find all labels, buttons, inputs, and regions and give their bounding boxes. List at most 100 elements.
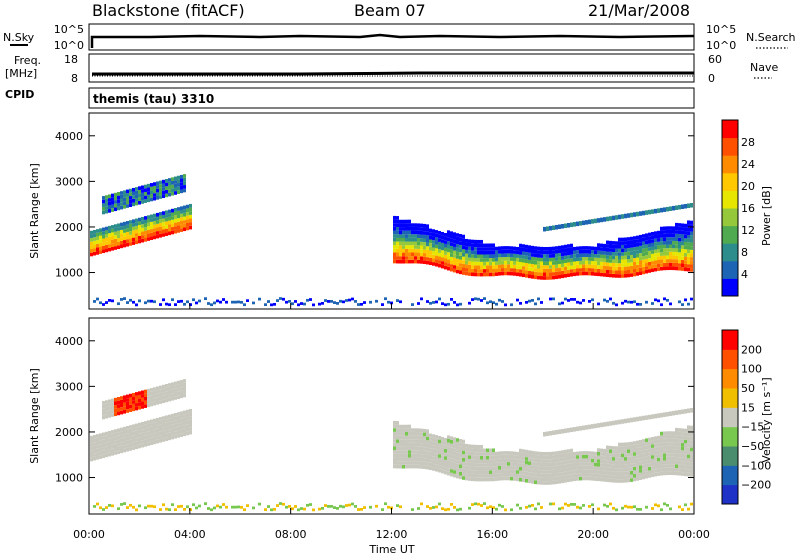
velocity-cell [663,471,666,476]
velocity-cell [447,453,450,458]
velocity-cell [426,447,429,452]
power-cell [657,238,660,242]
velocity-cell [123,406,126,410]
power-cell [621,252,624,256]
velocity-cell [549,477,552,482]
velocity-cell [534,462,537,466]
velocity-cell [126,429,129,434]
velocity-cell [120,503,123,506]
velocity-cell [627,442,630,446]
velocity-cell [642,439,645,443]
power-cell [477,265,480,270]
velocity-cell [120,427,123,432]
power-cell [498,261,501,265]
velocity-cell [558,465,561,470]
velocity-cell [684,472,687,477]
power-cell [681,252,684,257]
velocity-cell [438,443,441,447]
velocity-cell [609,456,612,461]
velocity-cell [474,452,477,456]
power-cell [165,186,168,190]
power-cell [438,234,441,239]
velocity-cell [600,466,603,471]
power-cell [579,221,582,226]
power-cell [555,257,558,261]
power-cell [516,250,519,255]
velocity-cell [564,457,567,461]
power-cell [111,228,114,233]
power-cell [456,262,459,267]
power-cell [237,300,240,304]
velocity-cell [516,455,519,460]
power-cell [663,297,666,301]
velocity-cell [102,401,105,405]
velocity-cell [531,480,534,484]
velocity-cell [453,506,456,509]
velocity-cell [90,450,93,455]
power-cell [276,299,279,302]
velocity-cell [114,451,117,455]
power-cell [99,231,102,236]
power-cell [477,272,480,277]
velocity-cell [648,437,651,442]
power-cell [468,257,471,262]
velocity-cell [147,420,150,424]
velocity-cell [408,457,411,462]
power-cell [156,220,159,224]
power-cell [495,254,498,258]
velocity-cell [633,470,636,475]
power-cell [150,190,153,194]
velocity-cell [528,453,531,458]
power-cell [627,240,630,245]
velocity-cell [660,453,663,458]
velocity-cell [279,502,282,505]
power-cell [480,272,483,277]
power-cell [618,255,621,260]
power-cell [189,214,192,219]
velocity-cell [99,506,102,510]
power-cell [195,301,198,305]
power-cell [651,231,654,236]
power-cell [483,269,486,273]
vel-cbar-swatch [722,349,738,370]
velocity-cell [462,461,465,466]
velocity-cell [426,465,429,470]
velocity-cell [594,473,597,478]
x-tick-label: 00:00 [73,528,105,541]
velocity-cell [159,396,162,401]
power-cell [174,191,177,195]
power-cell [630,251,633,255]
velocity-cell [543,459,546,463]
power-cell [444,303,447,307]
power-cell [183,181,186,186]
power-cell [453,239,456,244]
velocity-cell [579,476,582,481]
power-cell [450,238,453,243]
power-cell [495,302,498,306]
power-cell [432,262,435,266]
power-cell [489,261,492,266]
power-cell [528,267,531,271]
power-cell [402,219,405,224]
vel-cbar-swatch [722,407,738,428]
power-cell [615,244,618,249]
power-cell [681,227,684,231]
velocity-cell [420,439,423,444]
velocity-cell [612,475,615,479]
velocity-cell [651,447,654,452]
velocity-cell [468,506,471,510]
power-cell [426,249,429,254]
velocity-cell [411,428,414,432]
power-cell [543,250,546,255]
power-cell [621,274,624,278]
power-cell [297,303,300,307]
power-cell [567,266,570,270]
power-cell [540,272,543,277]
velocity-cell [417,457,420,462]
velocity-cell [288,505,291,508]
power-cell [519,272,522,277]
velocity-cell [657,446,660,451]
velocity-cell [387,505,390,509]
velocity-cell [480,444,483,449]
power-cell [456,251,459,256]
